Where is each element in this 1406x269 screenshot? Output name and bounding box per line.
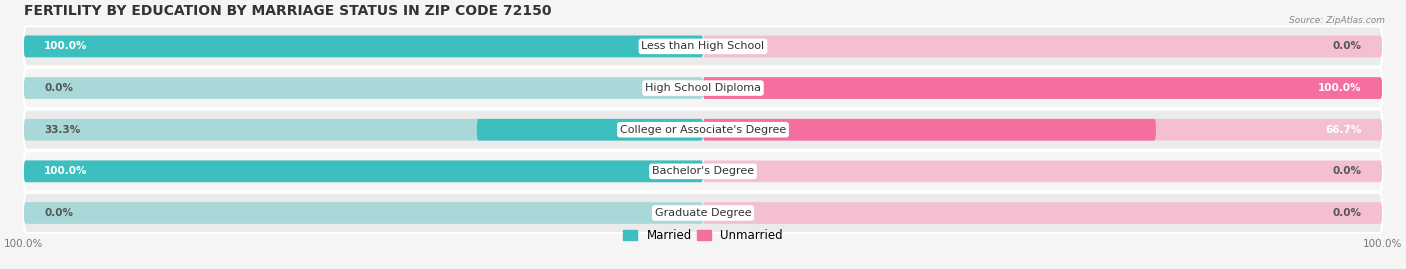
Text: 0.0%: 0.0%	[44, 83, 73, 93]
FancyBboxPatch shape	[24, 161, 703, 182]
Legend: Married, Unmarried: Married, Unmarried	[619, 225, 787, 247]
FancyBboxPatch shape	[24, 36, 703, 57]
FancyBboxPatch shape	[703, 119, 1156, 140]
FancyBboxPatch shape	[24, 202, 703, 224]
Text: 0.0%: 0.0%	[1333, 166, 1362, 176]
FancyBboxPatch shape	[24, 161, 703, 182]
Text: Bachelor's Degree: Bachelor's Degree	[652, 166, 754, 176]
Text: 0.0%: 0.0%	[44, 208, 73, 218]
Text: 66.7%: 66.7%	[1326, 125, 1362, 135]
FancyBboxPatch shape	[24, 110, 1382, 150]
Text: 33.3%: 33.3%	[44, 125, 80, 135]
FancyBboxPatch shape	[24, 36, 703, 57]
Text: Less than High School: Less than High School	[641, 41, 765, 51]
Text: 0.0%: 0.0%	[1333, 41, 1362, 51]
Text: FERTILITY BY EDUCATION BY MARRIAGE STATUS IN ZIP CODE 72150: FERTILITY BY EDUCATION BY MARRIAGE STATU…	[24, 4, 551, 18]
Text: 100.0%: 100.0%	[1319, 83, 1362, 93]
Text: Graduate Degree: Graduate Degree	[655, 208, 751, 218]
FancyBboxPatch shape	[24, 26, 1382, 66]
FancyBboxPatch shape	[703, 119, 1382, 140]
FancyBboxPatch shape	[703, 77, 1382, 99]
FancyBboxPatch shape	[703, 202, 1382, 224]
FancyBboxPatch shape	[24, 77, 703, 99]
FancyBboxPatch shape	[24, 68, 1382, 108]
Text: 0.0%: 0.0%	[1333, 208, 1362, 218]
FancyBboxPatch shape	[24, 119, 703, 140]
Text: 100.0%: 100.0%	[44, 166, 87, 176]
FancyBboxPatch shape	[24, 151, 1382, 191]
FancyBboxPatch shape	[703, 77, 1382, 99]
Text: College or Associate's Degree: College or Associate's Degree	[620, 125, 786, 135]
Text: High School Diploma: High School Diploma	[645, 83, 761, 93]
FancyBboxPatch shape	[24, 193, 1382, 233]
FancyBboxPatch shape	[703, 161, 1382, 182]
Text: 100.0%: 100.0%	[44, 41, 87, 51]
Text: Source: ZipAtlas.com: Source: ZipAtlas.com	[1289, 16, 1385, 25]
FancyBboxPatch shape	[477, 119, 703, 140]
FancyBboxPatch shape	[703, 36, 1382, 57]
